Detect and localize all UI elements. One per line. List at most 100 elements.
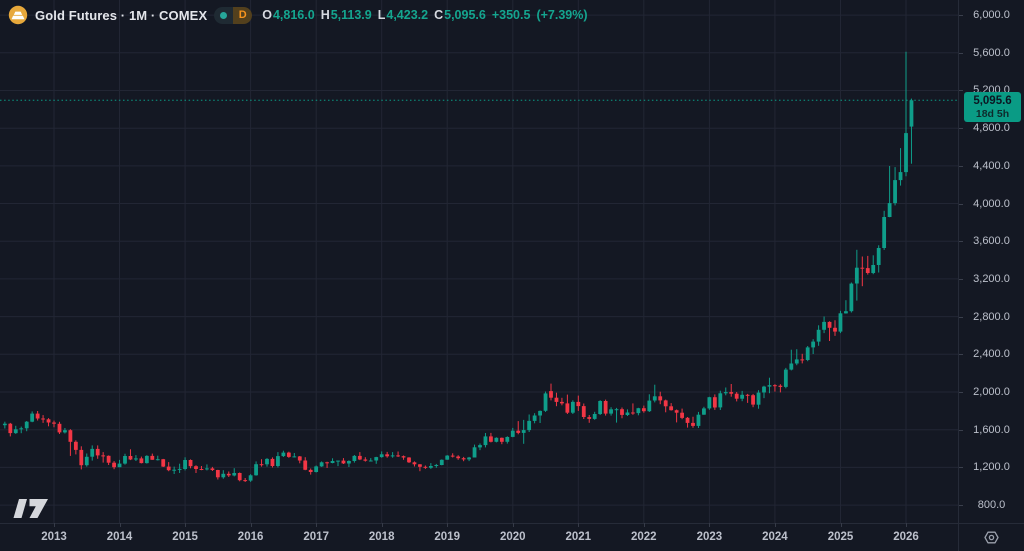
- last-price-label: 5,095.6 18d 5h: [964, 92, 1021, 123]
- candle-up: [904, 51, 908, 177]
- candle-up: [30, 411, 35, 423]
- candle-down: [188, 459, 193, 469]
- candle-down: [325, 461, 329, 468]
- year-tick-label: 2019: [434, 531, 460, 543]
- candle-down: [489, 432, 493, 443]
- candle-up: [762, 385, 766, 399]
- year-tick-mark: [840, 523, 842, 527]
- candle-up: [696, 411, 701, 428]
- candle-down: [680, 408, 684, 420]
- candle-up: [636, 407, 641, 416]
- scale-settings-corner[interactable]: [958, 523, 1024, 551]
- candle-up: [614, 407, 619, 423]
- candle-down: [423, 465, 428, 469]
- chart-canvas[interactable]: [0, 0, 958, 523]
- candle-down: [226, 471, 231, 477]
- candle-down: [620, 407, 624, 419]
- candle-down: [554, 392, 559, 407]
- year-tick-mark: [643, 523, 645, 527]
- low-label: L: [377, 8, 386, 22]
- candle-down: [57, 421, 62, 434]
- gold-bars-icon: [8, 5, 28, 25]
- candle-down: [773, 384, 777, 392]
- candle-up: [740, 390, 745, 402]
- price-tick-label: 800.0: [977, 499, 1006, 512]
- candle-down: [418, 464, 422, 472]
- candle-down: [161, 458, 166, 467]
- candle-up: [84, 453, 89, 467]
- price-tick-mark: [959, 128, 963, 129]
- change-percent: (+7.39%): [536, 8, 588, 22]
- high-label: H: [320, 8, 330, 22]
- candle-up: [330, 458, 335, 464]
- price-tick-label: 1,200.0: [973, 461, 1010, 474]
- candle-up: [445, 455, 450, 460]
- candle-down: [194, 465, 198, 473]
- candle-up: [882, 210, 887, 250]
- candle-up: [816, 325, 821, 346]
- candle-up: [625, 409, 630, 416]
- candle-down: [46, 418, 51, 427]
- year-tick-label: 2015: [172, 531, 198, 543]
- candle-up: [844, 300, 848, 314]
- candle-down: [461, 456, 466, 462]
- candle-up: [155, 455, 160, 461]
- price-tick-mark: [959, 430, 963, 431]
- candle-down: [79, 446, 84, 470]
- candle-down: [270, 457, 275, 468]
- candle-up: [592, 411, 597, 420]
- candle-up: [19, 426, 24, 434]
- candle-up: [849, 282, 854, 313]
- candle-up: [510, 427, 515, 438]
- tradingview-logo[interactable]: [12, 498, 50, 524]
- gear-icon[interactable]: [983, 529, 1000, 546]
- candle-down: [128, 449, 133, 461]
- symbol-header: Gold Futures · 1M · COMEX D O 4,816.0 H 5,…: [8, 5, 588, 25]
- bar-countdown: 18d 5h: [975, 107, 1010, 120]
- candle-up: [570, 400, 575, 414]
- candle-down: [52, 420, 56, 428]
- candle-down: [833, 320, 837, 336]
- candle-up: [822, 316, 826, 334]
- candle-up: [718, 390, 723, 410]
- candle-down: [401, 455, 406, 460]
- year-tick-label: 2018: [368, 531, 395, 543]
- candle-down: [516, 421, 521, 435]
- candle-up: [2, 421, 7, 429]
- candle-down: [865, 255, 870, 275]
- price-tick-mark: [959, 204, 963, 205]
- price-tick-mark: [959, 467, 963, 468]
- candle-up: [538, 410, 542, 423]
- price-tick-label: 3,200.0: [973, 272, 1010, 285]
- candle-down: [549, 383, 553, 401]
- candle-down: [199, 466, 204, 471]
- time-scale[interactable]: 2013 2014 2015 2016 2017 2018 2019 2020 2021 2022…: [0, 523, 958, 551]
- market-open-dot: [214, 6, 234, 24]
- candle-up: [505, 436, 510, 444]
- year-tick-mark: [250, 523, 252, 527]
- candle-up: [336, 460, 340, 467]
- candle-up: [783, 367, 788, 389]
- candle-up: [702, 406, 706, 415]
- candle-down: [734, 392, 739, 402]
- price-tick-mark: [959, 90, 963, 91]
- candle-down: [691, 416, 695, 428]
- symbol-title[interactable]: Gold Futures · 1M · COMEX: [35, 7, 208, 23]
- price-tick-mark: [959, 505, 963, 506]
- candle-up: [221, 470, 226, 479]
- candle-down: [685, 417, 690, 428]
- candle-up: [876, 245, 881, 273]
- candle-down: [396, 451, 400, 457]
- candle-down: [576, 395, 581, 411]
- price-scale[interactable]: 5,095.6 18d 5h 6,000.0 5,600.0 5,200.0 4,80…: [958, 0, 1024, 523]
- candle-up: [434, 463, 439, 468]
- candle-up: [390, 452, 395, 458]
- candle-up: [887, 166, 892, 218]
- candle-up: [123, 453, 127, 465]
- candle-down: [106, 455, 111, 465]
- candle-down: [631, 403, 635, 415]
- market-status-badge[interactable]: D: [214, 6, 253, 24]
- candle-up: [854, 249, 859, 301]
- candle-up: [767, 377, 772, 394]
- candle-down: [751, 393, 755, 408]
